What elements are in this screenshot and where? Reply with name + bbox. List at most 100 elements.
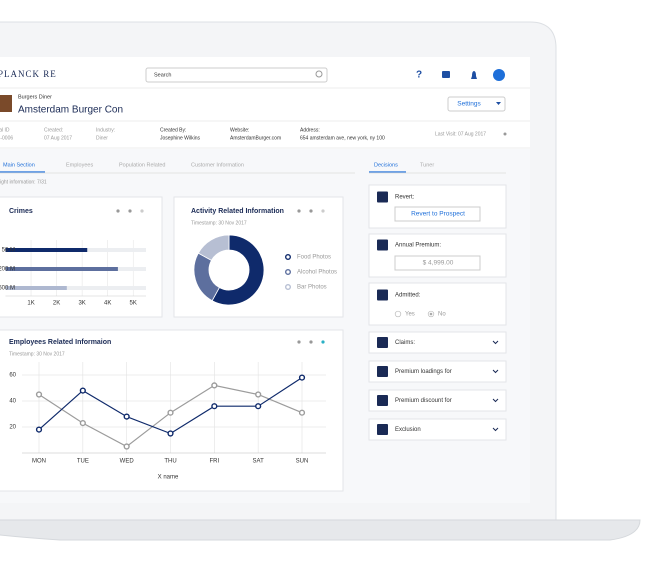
legend-label: Alcohol Photos [297,270,337,276]
bar [5,267,118,271]
data-point [167,430,174,437]
chart-subtitle: Timestamp: 30 Nov 2017 [191,220,247,226]
notifications-icon[interactable] [471,71,477,79]
side-tab[interactable]: Decisions [374,162,398,168]
decision-label: Revert: [395,195,415,201]
chart-title: Activity Related Information [191,208,284,215]
data-point [167,409,174,416]
info-label: Created: [44,127,63,133]
info-label: Created By: [160,127,186,133]
y-tick-label: 20 [9,425,16,431]
business-image [0,95,12,112]
y-tick-label: 50 M [2,248,15,254]
radio-label: No [438,312,446,318]
more-dot [503,132,507,136]
logo: PLANCK RE [0,69,57,79]
search-box[interactable] [145,67,328,83]
x-tick-label: WED [120,459,135,465]
y-tick-label: 200 M [0,267,15,273]
card-menu-dot[interactable] [128,209,132,213]
x-tick-label: THU [164,459,176,465]
last-visit: Last Visit: 07 Aug 2017 [435,131,486,137]
y-tick-label: 40 [9,399,16,405]
data-point [35,426,43,433]
card-menu-dot[interactable] [140,209,144,213]
messages-icon[interactable] [442,71,450,78]
premium-input[interactable] [394,255,481,271]
bar [5,248,88,252]
decision-icon [377,289,388,301]
search-icon[interactable] [315,70,323,78]
info-label: Address: [300,127,320,133]
accordion-chevron[interactable] [492,427,499,432]
accordion[interactable] [368,331,507,354]
chart-subtitle: Timestamp: 30 Nov 2017 [9,351,65,357]
user-avatar[interactable] [493,69,505,81]
card-menu-dot[interactable] [297,340,301,344]
data-point [79,387,86,394]
legend-label: Bar Photos [297,285,327,291]
decision-icon [377,239,388,251]
x-tick-label: SUN [296,459,309,465]
legend-marker [285,253,292,260]
data-point [123,413,130,420]
tab[interactable]: Main Section [3,162,35,168]
accordion[interactable] [368,360,507,383]
decision-icon [377,191,388,203]
info-value: Diner [96,135,108,141]
x-tick-label: 2K [53,301,60,307]
settings-button[interactable] [447,96,506,112]
x-tick-label: 1K [27,301,34,307]
accordion-label: Exclusion [395,427,421,433]
crimes-card [0,196,163,318]
card-menu-dot[interactable] [309,340,313,344]
radio[interactable] [394,310,402,318]
tab[interactable]: Customer Information [191,162,244,168]
help-icon[interactable]: ? [416,70,422,81]
card-menu-dot[interactable] [321,340,325,344]
data-point [255,391,262,398]
data-point [79,420,86,427]
card-menu-dot[interactable] [321,209,325,213]
accordion-chevron[interactable] [492,369,499,374]
accordion-chevron[interactable] [492,398,499,403]
accordion[interactable] [368,418,507,441]
accordion-label: Premium loadings for [395,369,452,375]
info-value: 07 Aug 2017 [44,135,72,141]
x-tick-label: 5K [130,301,137,307]
legend-marker [285,284,292,291]
cards [0,196,344,492]
x-tick-label: SAT [253,459,265,465]
data-point [123,443,130,450]
accordion[interactable] [368,389,507,412]
decision-label: Admitted: [395,293,421,299]
business-name: Amsterdam Burger Con [18,105,123,116]
card-menu-dot[interactable] [116,209,120,213]
info-label: Website: [230,127,249,133]
side-tab[interactable]: Tuner [420,162,434,168]
settings-caret[interactable] [496,102,501,105]
business-category: Burgers Diner [18,94,52,100]
radio-dot [429,312,433,316]
data-point [211,382,218,389]
bar [5,286,67,290]
tab[interactable]: Employees [66,162,93,168]
x-tick-label: TUE [77,459,89,465]
card-menu-dot[interactable] [309,209,313,213]
search-placeholder: Search [154,72,171,78]
radio-label: Yes [405,312,415,318]
revert-button[interactable] [394,206,481,222]
donut-slice [211,234,265,306]
data-point [298,409,306,416]
settings-label: Settings [457,101,481,108]
info-note: ight information: 7/31 [0,179,47,185]
info-label: ernal ID [0,127,10,133]
x-tick-label: 4K [104,301,111,307]
data-point [35,391,43,398]
tab[interactable]: Population Related [119,162,165,168]
accordion-label: Claims: [395,340,415,346]
card-menu-dot[interactable] [297,209,301,213]
data-point [211,403,218,410]
accordion-chevron[interactable] [492,340,499,345]
